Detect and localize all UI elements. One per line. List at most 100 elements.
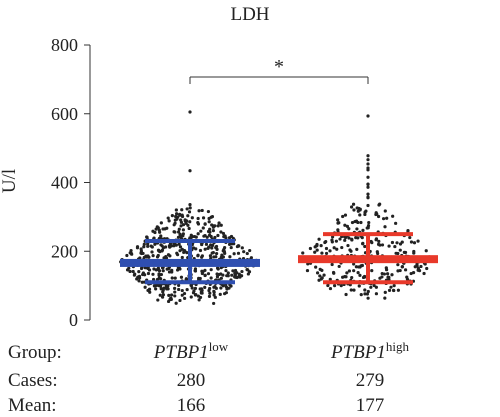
data-point <box>182 291 187 296</box>
data-point <box>356 209 360 213</box>
data-point <box>203 222 207 226</box>
data-point <box>363 275 367 279</box>
data-point <box>164 245 168 249</box>
data-point <box>366 162 370 166</box>
data-point <box>173 286 177 290</box>
data-point <box>391 288 396 292</box>
data-point <box>359 293 363 297</box>
data-point <box>196 254 200 258</box>
data-point <box>181 223 186 227</box>
data-point <box>180 208 184 212</box>
data-point <box>230 273 234 277</box>
data-point <box>178 249 182 253</box>
data-point <box>347 227 351 231</box>
data-point <box>390 273 394 277</box>
data-point <box>182 250 186 254</box>
data-point <box>187 210 192 214</box>
data-point <box>413 265 417 269</box>
data-point <box>167 270 172 274</box>
data-point <box>408 235 412 240</box>
data-point <box>347 269 351 273</box>
data-point <box>370 240 374 245</box>
data-point <box>168 297 172 302</box>
data-point <box>398 268 402 273</box>
data-point <box>159 221 163 225</box>
data-point <box>179 220 184 224</box>
data-point <box>164 284 169 288</box>
data-point <box>345 224 350 228</box>
data-point <box>145 235 149 239</box>
data-point <box>160 266 165 270</box>
data-point <box>196 216 200 221</box>
data-point <box>212 301 216 306</box>
data-point <box>240 246 244 250</box>
data-point <box>157 273 161 277</box>
data-point <box>366 226 370 230</box>
data-point <box>366 168 370 172</box>
data-point <box>337 264 341 269</box>
data-point <box>202 234 206 238</box>
data-point <box>188 220 192 224</box>
data-point <box>187 226 191 231</box>
y-tick-label: 200 <box>51 241 78 261</box>
data-point <box>188 203 192 207</box>
data-point <box>158 293 162 297</box>
data-point <box>209 234 213 239</box>
data-point <box>186 223 190 227</box>
data-point <box>246 272 250 276</box>
data-point <box>154 287 158 291</box>
data-point <box>384 268 389 272</box>
data-point <box>193 293 198 297</box>
data-point <box>211 243 215 247</box>
data-point <box>213 295 217 299</box>
data-point <box>378 276 382 280</box>
data-point <box>330 262 334 267</box>
data-point <box>219 276 223 280</box>
data-point <box>161 227 165 231</box>
data-point <box>412 249 416 254</box>
significance-label: * <box>274 56 284 78</box>
data-point <box>183 296 187 300</box>
data-point <box>332 246 336 250</box>
data-point <box>366 192 370 196</box>
data-point <box>154 283 159 287</box>
data-point <box>174 208 178 212</box>
data-point <box>350 220 355 225</box>
data-point <box>216 224 220 228</box>
data-point <box>374 285 378 289</box>
data-point <box>339 284 343 288</box>
data-point <box>376 214 381 219</box>
data-point <box>366 175 370 179</box>
data-point <box>248 248 252 253</box>
data-point <box>168 254 172 258</box>
data-point <box>415 262 419 266</box>
data-point <box>322 273 326 277</box>
data-point <box>226 271 230 275</box>
data-point <box>393 244 397 249</box>
data-point <box>128 251 132 255</box>
data-point <box>161 290 165 294</box>
data-point <box>326 283 330 288</box>
data-point <box>125 253 129 258</box>
data-point <box>201 216 206 220</box>
data-points <box>119 110 435 306</box>
mean-sd-bars <box>120 232 438 285</box>
data-point <box>377 203 381 207</box>
data-point <box>349 288 353 292</box>
data-point <box>190 286 194 290</box>
data-point <box>168 245 172 249</box>
data-point <box>210 246 214 250</box>
data-point <box>372 283 376 288</box>
data-point <box>174 301 178 305</box>
data-point <box>376 242 381 246</box>
data-point <box>358 273 362 277</box>
data-point <box>344 292 348 297</box>
data-point <box>188 206 192 210</box>
data-point <box>219 286 223 290</box>
data-point <box>226 274 230 278</box>
data-point <box>211 225 215 229</box>
data-point <box>328 277 332 281</box>
data-point <box>177 242 181 246</box>
data-point <box>149 244 153 248</box>
data-point <box>229 284 233 288</box>
